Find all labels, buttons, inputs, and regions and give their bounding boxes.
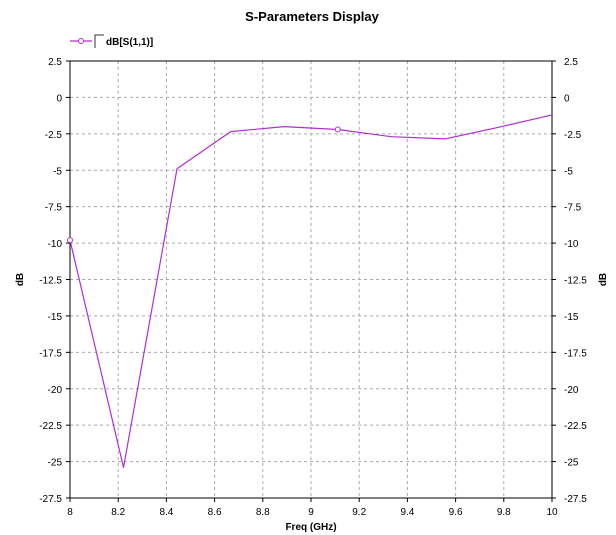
y-tick-label-right: -12.5 (564, 276, 587, 287)
x-tick-label: 8.6 (208, 507, 222, 518)
y-tick-label-left: -2.5 (45, 130, 63, 141)
series-marker-s11 (67, 237, 73, 244)
y-tick-label-right: -25 (564, 458, 579, 469)
x-tick-label: 9.8 (497, 507, 511, 518)
y-tick-label-right: -17.5 (564, 348, 587, 359)
legend: dB[S(1,1)] (70, 34, 153, 48)
chart-title: S-Parameters Display (245, 9, 379, 24)
x-tick-label: 10 (546, 507, 558, 518)
y-tick-label-right: -2.5 (564, 130, 582, 141)
y-tick-label-left: -27.5 (39, 494, 62, 505)
y-tick-label-left: -20 (48, 385, 63, 396)
y-axis-label-right: dB (598, 273, 609, 286)
legend-marker-swatch (78, 38, 84, 44)
y-tick-label-left: -25 (48, 458, 63, 469)
x-tick-label: 9.4 (400, 507, 414, 518)
y-tick-label-left: -22.5 (39, 421, 62, 432)
y-tick-label-right: -15 (564, 312, 579, 323)
y-axis-label-left: dB (15, 273, 26, 286)
y-tick-label-left: -10 (48, 239, 63, 250)
x-axis-ticks: 8 8.2 8.4 8.6 8.8 9 9.2 9.4 9.6 9.8 10 (67, 498, 558, 518)
series-marker-s11 (334, 126, 341, 133)
y-axis-right-ticks: 2.5 0 -2.5 -5 -7.5 -10 -12.5 -15 -17.5 -20 -22.5 -2… (552, 57, 587, 505)
legend-box-icon (94, 34, 104, 48)
x-tick-label: 9.2 (352, 507, 366, 518)
x-tick-label: 9.6 (449, 507, 463, 518)
y-tick-label-right: -20 (564, 385, 579, 396)
y-tick-label-right: -7.5 (564, 203, 582, 214)
y-tick-label-left: -17.5 (39, 348, 62, 359)
y-tick-label-left: 0 (56, 93, 62, 104)
legend-label-s11: dB[S(1,1)] (106, 37, 153, 48)
y-tick-label-left: -7.5 (45, 203, 63, 214)
y-tick-label-right: 2.5 (564, 57, 578, 68)
y-tick-label-left: -15 (48, 312, 63, 323)
y-tick-label-right: -22.5 (564, 421, 587, 432)
x-tick-label: 8.8 (256, 507, 270, 518)
series-line-s11 (69, 114, 553, 468)
y-tick-label-right: 0 (564, 93, 570, 104)
y-tick-label-right: -10 (564, 239, 579, 250)
x-tick-label: 8 (67, 507, 73, 518)
y-tick-label-left: -12.5 (39, 276, 62, 287)
x-tick-label: 8.4 (159, 507, 173, 518)
x-axis-label: Freq (GHz) (285, 522, 336, 533)
x-tick-label: 8.2 (111, 507, 125, 518)
y-tick-label-right: -27.5 (564, 494, 587, 505)
y-tick-label-left: 2.5 (48, 57, 62, 68)
y-tick-label-right: -5 (564, 166, 573, 177)
grid-lines (70, 61, 552, 498)
y-axis-left-ticks: 2.5 0 -2.5 -5 -7.5 -10 -12.5 -15 -17.5 -20 -22.5 -2… (39, 57, 70, 505)
y-tick-label-left: -5 (53, 166, 62, 177)
x-tick-label: 9 (308, 507, 314, 518)
series-layer (67, 114, 553, 468)
